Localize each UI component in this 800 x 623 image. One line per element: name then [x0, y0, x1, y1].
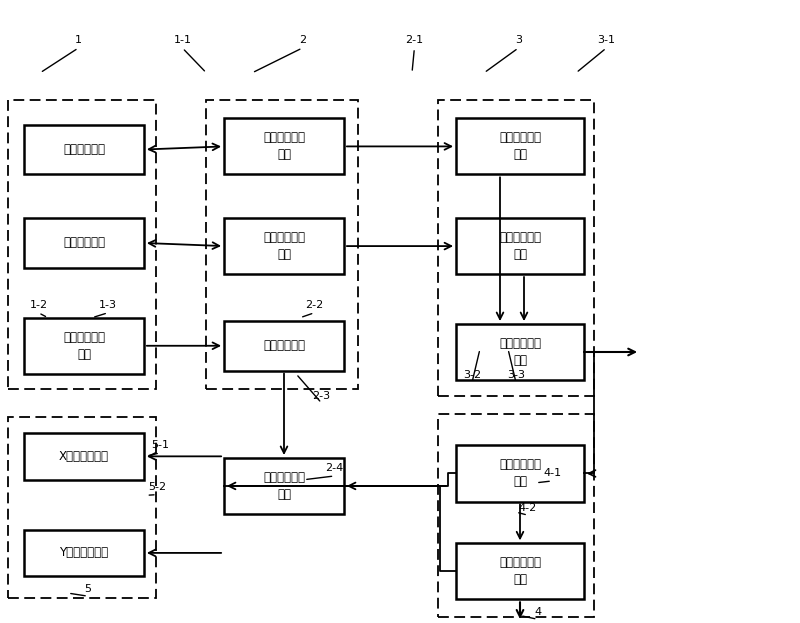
Bar: [224, 118, 344, 174]
Bar: [456, 543, 584, 599]
Bar: [456, 118, 584, 174]
Bar: [24, 125, 144, 174]
Bar: [206, 100, 358, 389]
Bar: [224, 458, 344, 514]
Text: 运动参数控制
模块: 运动参数控制 模块: [499, 556, 541, 586]
Text: 管道缺陷分析
模块: 管道缺陷分析 模块: [499, 337, 541, 367]
Text: 1-3: 1-3: [99, 300, 117, 310]
Bar: [24, 433, 144, 480]
Text: 图像检测控制
模块: 图像检测控制 模块: [263, 231, 305, 261]
Text: 超声检测控制
模块: 超声检测控制 模块: [263, 131, 305, 161]
Text: 4: 4: [534, 607, 541, 617]
Text: 1-2: 1-2: [30, 300, 47, 310]
Bar: [438, 414, 594, 617]
Text: 3: 3: [515, 36, 522, 45]
Text: 2-3: 2-3: [313, 391, 330, 401]
Text: 2-4: 2-4: [326, 464, 343, 473]
Text: Y方向运动模块: Y方向运动模块: [59, 546, 109, 559]
Bar: [8, 417, 156, 598]
Text: 超声检测模块: 超声检测模块: [63, 143, 105, 156]
Bar: [456, 218, 584, 274]
Bar: [24, 218, 144, 268]
Text: 1: 1: [75, 36, 82, 45]
Text: 5-1: 5-1: [151, 440, 169, 450]
Text: 运动路径控制
模块: 运动路径控制 模块: [499, 459, 541, 488]
Text: 1-1: 1-1: [174, 36, 191, 45]
Text: 超声数据采集
模块: 超声数据采集 模块: [499, 131, 541, 161]
Text: 何服运动驱动
模块: 何服运动驱动 模块: [263, 471, 305, 501]
Text: 4-2: 4-2: [519, 503, 537, 513]
Text: 运动控制模块: 运动控制模块: [263, 340, 305, 352]
Bar: [224, 321, 344, 371]
Text: 3-3: 3-3: [507, 370, 525, 380]
Bar: [456, 324, 584, 380]
Bar: [24, 318, 144, 374]
Text: 5-2: 5-2: [148, 482, 166, 492]
Text: 5: 5: [85, 584, 91, 594]
Bar: [456, 445, 584, 502]
Text: 3-2: 3-2: [463, 370, 481, 380]
Text: 图像检测模块: 图像检测模块: [63, 237, 105, 249]
Text: 3-1: 3-1: [598, 36, 615, 45]
Text: 位置信息反馈
模块: 位置信息反馈 模块: [63, 331, 105, 361]
Bar: [224, 218, 344, 274]
Text: 图像数据采集
模块: 图像数据采集 模块: [499, 231, 541, 261]
Text: X方向运动模块: X方向运动模块: [59, 450, 109, 463]
Text: 2-2: 2-2: [306, 300, 323, 310]
Bar: [8, 100, 156, 389]
Text: 4-1: 4-1: [543, 468, 561, 478]
Text: 2: 2: [299, 36, 306, 45]
Bar: [438, 100, 594, 396]
Text: 2-1: 2-1: [406, 36, 423, 45]
Bar: [24, 530, 144, 576]
